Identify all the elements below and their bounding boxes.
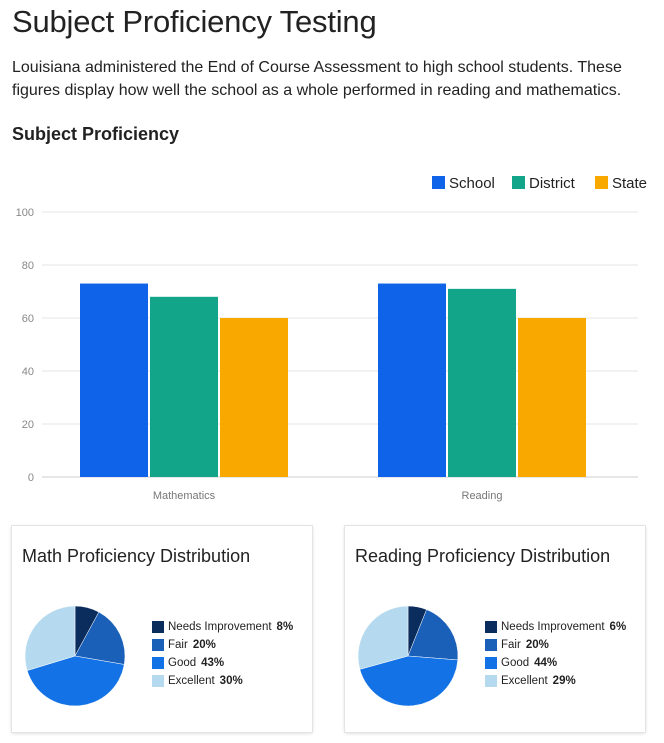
reading-legend-label: Excellent: [501, 675, 548, 687]
math-pie-legend: Needs Improvement 8% Fair 20% Good 43% Excelle…: [152, 618, 293, 690]
reading-pie-legend: Needs Improvement 6% Fair 20% Good 44% Excelle…: [485, 618, 626, 690]
reading-legend-value: 6%: [609, 621, 627, 633]
reading-slice-fair: [407, 609, 459, 661]
reading-legend-value: 20%: [525, 639, 549, 651]
y-tick-label: 60: [22, 313, 34, 325]
bar-reading-district: [448, 288, 516, 477]
math-legend-label: Good: [168, 657, 197, 669]
reading-legend-swatch: [485, 675, 497, 687]
legend-swatch-district: [512, 176, 525, 189]
math-slice-fair: [74, 611, 126, 665]
math-legend-item: Needs Improvement 8%: [152, 618, 293, 636]
math-slice-excellent: [24, 605, 76, 671]
legend-label-school: School: [449, 175, 495, 192]
math-legend-value: 8%: [276, 621, 294, 633]
math-legend-item: Fair 20%: [152, 636, 293, 654]
math-distribution-card: Math Proficiency Distribution Needs Impr…: [12, 526, 312, 732]
math-card-title: Math Proficiency Distribution: [22, 546, 251, 566]
reading-legend-swatch: [485, 657, 497, 669]
intro-text: Louisiana administered the End of Course…: [12, 59, 622, 99]
y-tick-label: 100: [16, 207, 34, 219]
y-tick-label: 80: [22, 260, 34, 272]
math-legend-value: 30%: [219, 675, 243, 687]
reading-legend-item: Needs Improvement 6%: [485, 618, 626, 636]
bar-reading-state: [518, 318, 586, 477]
reading-card-title: Reading Proficiency Distribution: [355, 546, 611, 566]
math-legend-swatch: [152, 657, 164, 669]
math-legend-swatch: [152, 675, 164, 687]
reading-legend-swatch: [485, 621, 497, 633]
y-tick-label: 20: [22, 419, 34, 431]
legend-swatch-school: [432, 176, 445, 189]
math-pie-chart: [24, 605, 126, 707]
math-legend-value: 20%: [192, 639, 216, 651]
reading-legend-value: 44%: [534, 657, 558, 669]
x-tick-label-mathematics: Mathematics: [153, 490, 216, 502]
reading-legend-item: Excellent 29%: [485, 672, 626, 690]
bar-mathematics-state: [220, 318, 288, 477]
math-legend-item: Good 43%: [152, 654, 293, 672]
bar-mathematics-district: [150, 296, 218, 477]
math-legend-label: Needs Improvement: [168, 621, 272, 633]
reading-legend-label: Needs Improvement: [501, 621, 605, 633]
reading-legend-value: 29%: [552, 675, 576, 687]
math-legend-item: Excellent 30%: [152, 672, 293, 690]
bar-reading-school: [378, 283, 446, 477]
y-tick-label: 40: [22, 366, 34, 378]
subject-proficiency-bar-chart: 0 20 40 60 80 100 School District State Mathemati…: [16, 175, 647, 502]
x-tick-label-reading: Reading: [462, 490, 503, 502]
y-tick-label: 0: [28, 472, 34, 484]
reading-legend-label: Good: [501, 657, 530, 669]
reading-legend-item: Fair 20%: [485, 636, 626, 654]
reading-pie-chart: [357, 605, 459, 707]
reading-distribution-card: Reading Proficiency Distribution Needs I…: [345, 526, 645, 732]
reading-legend-label: Fair: [501, 639, 521, 651]
math-legend-label: Excellent: [168, 675, 215, 687]
math-legend-value: 43%: [201, 657, 225, 669]
math-legend-swatch: [152, 621, 164, 633]
reading-slice-good: [359, 655, 459, 707]
section-heading: Subject Proficiency: [12, 124, 180, 144]
math-slice-good: [26, 655, 125, 707]
reading-slice-excellent: [357, 605, 409, 670]
bar-mathematics-school: [80, 283, 148, 477]
math-legend-label: Fair: [168, 639, 188, 651]
legend-swatch-state: [595, 176, 608, 189]
reading-legend-item: Good 44%: [485, 654, 626, 672]
reading-legend-swatch: [485, 639, 497, 651]
math-legend-swatch: [152, 639, 164, 651]
legend-label-state: State: [612, 175, 647, 192]
legend-label-district: District: [529, 175, 576, 192]
page-title: Subject Proficiency Testing: [12, 4, 377, 39]
